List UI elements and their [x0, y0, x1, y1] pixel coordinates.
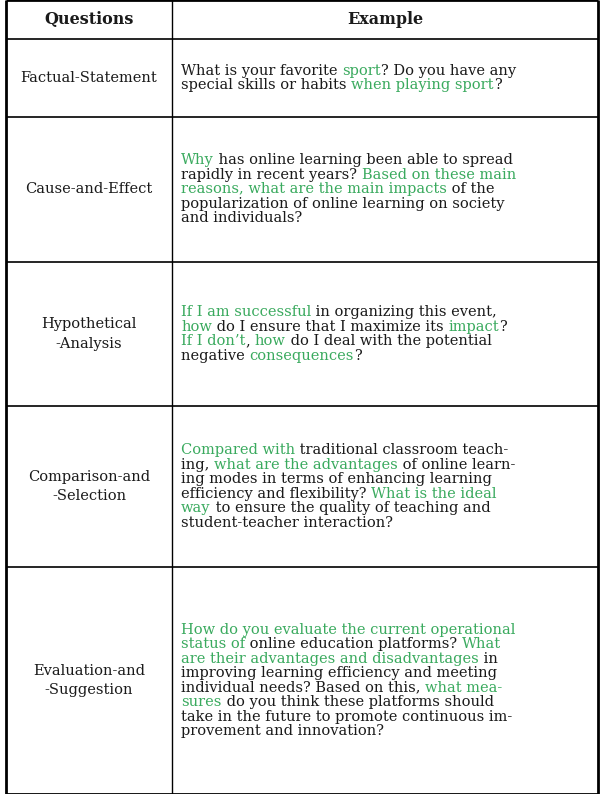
Text: consequences: consequences — [249, 349, 354, 363]
Text: Factual-Statement: Factual-Statement — [21, 71, 158, 85]
Text: sport: sport — [342, 64, 381, 78]
Text: What is the ideal: What is the ideal — [371, 487, 497, 501]
Text: when playing sport: when playing sport — [352, 79, 494, 92]
Text: how: how — [255, 334, 286, 349]
Text: what mea-: what mea- — [425, 680, 503, 695]
Text: Comparison-and
-Selection: Comparison-and -Selection — [28, 470, 150, 503]
Text: How do you evaluate the current operational: How do you evaluate the current operatio… — [181, 622, 516, 637]
Text: online education platforms?: online education platforms? — [245, 637, 462, 651]
Text: do you think these platforms should: do you think these platforms should — [222, 695, 493, 709]
Text: ,: , — [246, 334, 255, 349]
Text: What is your favorite: What is your favorite — [181, 64, 342, 78]
Text: impact: impact — [448, 320, 499, 333]
Text: do I ensure that I maximize its: do I ensure that I maximize its — [212, 320, 448, 333]
Text: provement and innovation?: provement and innovation? — [181, 724, 384, 738]
Text: If I am successful: If I am successful — [181, 305, 312, 319]
Text: in: in — [479, 652, 498, 665]
Text: Questions: Questions — [45, 11, 133, 28]
Text: What: What — [462, 637, 501, 651]
Text: ?: ? — [354, 349, 362, 363]
Text: of online learn-: of online learn- — [398, 457, 515, 472]
Text: sures: sures — [181, 695, 222, 709]
Text: Based on these main: Based on these main — [362, 168, 516, 182]
Text: way: way — [181, 501, 211, 515]
Text: Evaluation-and
-Suggestion: Evaluation-and -Suggestion — [33, 664, 145, 697]
Text: ? Do you have any: ? Do you have any — [381, 64, 516, 78]
Text: efficiency and flexibility?: efficiency and flexibility? — [181, 487, 371, 501]
Text: and individuals?: and individuals? — [181, 211, 303, 225]
Text: what are the advantages: what are the advantages — [214, 457, 398, 472]
Text: ?: ? — [499, 320, 507, 333]
Text: to ensure the quality of teaching and: to ensure the quality of teaching and — [211, 501, 490, 515]
Text: are their advantages and disadvantages: are their advantages and disadvantages — [181, 652, 479, 665]
Text: in organizing this event,: in organizing this event, — [312, 305, 497, 319]
Text: popularization of online learning on society: popularization of online learning on soc… — [181, 197, 505, 210]
Text: how: how — [181, 320, 212, 333]
Text: status of: status of — [181, 637, 245, 651]
Text: do I deal with the potential: do I deal with the potential — [286, 334, 492, 349]
Text: negative: negative — [181, 349, 249, 363]
Text: Why: Why — [181, 153, 214, 168]
Text: student-teacher interaction?: student-teacher interaction? — [181, 515, 393, 530]
Text: has online learning been able to spread: has online learning been able to spread — [214, 153, 513, 168]
Text: individual needs? Based on this,: individual needs? Based on this, — [181, 680, 425, 695]
Text: reasons, what are the main impacts: reasons, what are the main impacts — [181, 182, 447, 196]
Text: take in the future to promote continuous im-: take in the future to promote continuous… — [181, 710, 512, 723]
Text: Example: Example — [347, 11, 423, 28]
Text: improving learning efficiency and meeting: improving learning efficiency and meetin… — [181, 666, 497, 680]
Text: rapidly in recent years?: rapidly in recent years? — [181, 168, 362, 182]
Text: special skills or habits: special skills or habits — [181, 79, 352, 92]
Text: traditional classroom teach-: traditional classroom teach- — [295, 443, 509, 457]
Text: Hypothetical
-Analysis: Hypothetical -Analysis — [42, 317, 137, 351]
Text: ing,: ing, — [181, 457, 214, 472]
Text: If I don’t: If I don’t — [181, 334, 246, 349]
Text: of the: of the — [447, 182, 495, 196]
Text: ing modes in terms of enhancing learning: ing modes in terms of enhancing learning — [181, 472, 492, 486]
Text: Cause-and-Effect: Cause-and-Effect — [25, 182, 153, 196]
Text: Compared with: Compared with — [181, 443, 295, 457]
Text: ?: ? — [494, 79, 501, 92]
